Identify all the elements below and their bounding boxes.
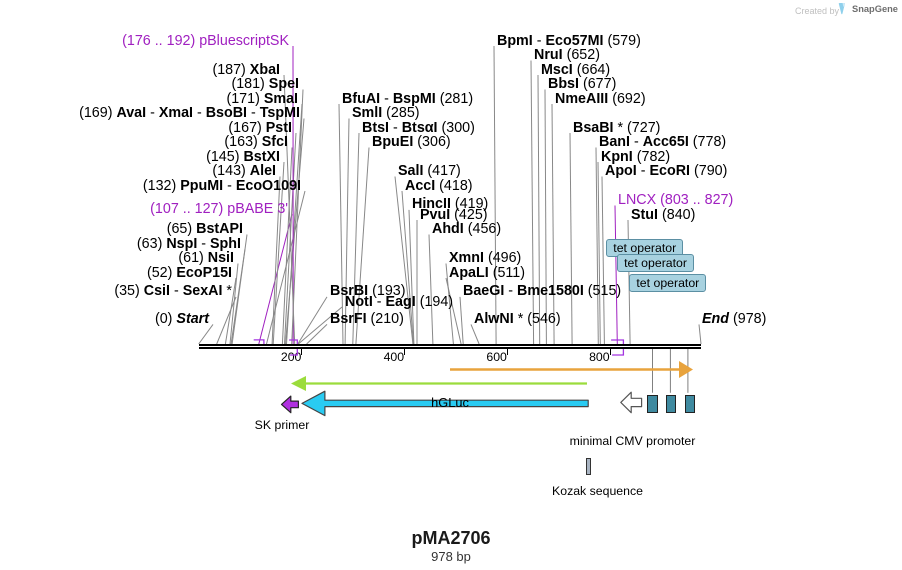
svg-text:hGLuc: hGLuc — [431, 395, 469, 410]
